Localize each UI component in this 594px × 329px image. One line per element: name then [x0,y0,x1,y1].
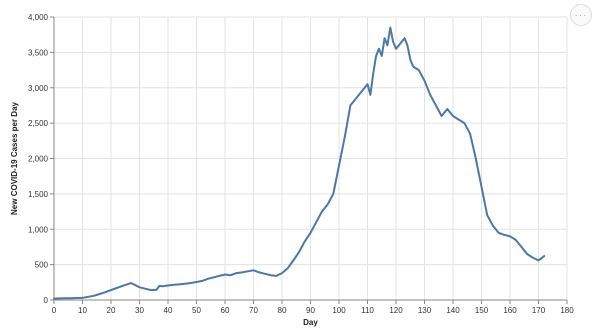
x-tick-label: 40 [164,306,173,315]
x-tick-label: 70 [249,306,258,315]
y-tick-label: 0 [44,296,49,305]
y-tick-label: 500 [35,261,49,270]
y-tick-label: 3,500 [28,48,49,57]
chart-grid [53,16,568,301]
x-tick-label: 30 [135,306,144,315]
ellipsis-icon[interactable]: ··· [570,4,592,26]
y-tick-label: 4,000 [28,13,49,22]
x-tick-label: 100 [332,306,346,315]
y-axis-title: New COVID-19 Cases per Day [10,101,19,214]
chart-ticks: 0 10 20 30 40 50 60 70 80 90 100 110 120 130 140 150 160… [28,13,574,315]
x-tick-label: 130 [418,306,432,315]
y-tick-label: 2,000 [28,155,49,164]
x-tick-label: 0 [52,306,57,315]
x-tick-label: 170 [532,306,546,315]
y-tick-label: 2,500 [28,119,49,128]
x-tick-label: 90 [306,306,315,315]
y-tick-label: 1,500 [28,190,49,199]
x-tick-label: 10 [78,306,87,315]
x-tick-label: 180 [560,306,574,315]
x-tick-label: 140 [446,306,460,315]
x-tick-label: 160 [503,306,517,315]
x-tick-label: 80 [278,306,287,315]
x-axis-title: Day [303,318,318,327]
x-tick-label: 120 [389,306,403,315]
x-tick-label: 20 [107,306,116,315]
x-tick-label: 110 [361,306,374,315]
x-tick-label: 60 [221,306,230,315]
x-tick-label: 50 [192,306,201,315]
x-tick-label: 150 [475,306,489,315]
cases-series-line[interactable] [53,26,546,300]
y-tick-label: 3,000 [28,84,49,93]
y-tick-label: 1,000 [28,225,49,234]
